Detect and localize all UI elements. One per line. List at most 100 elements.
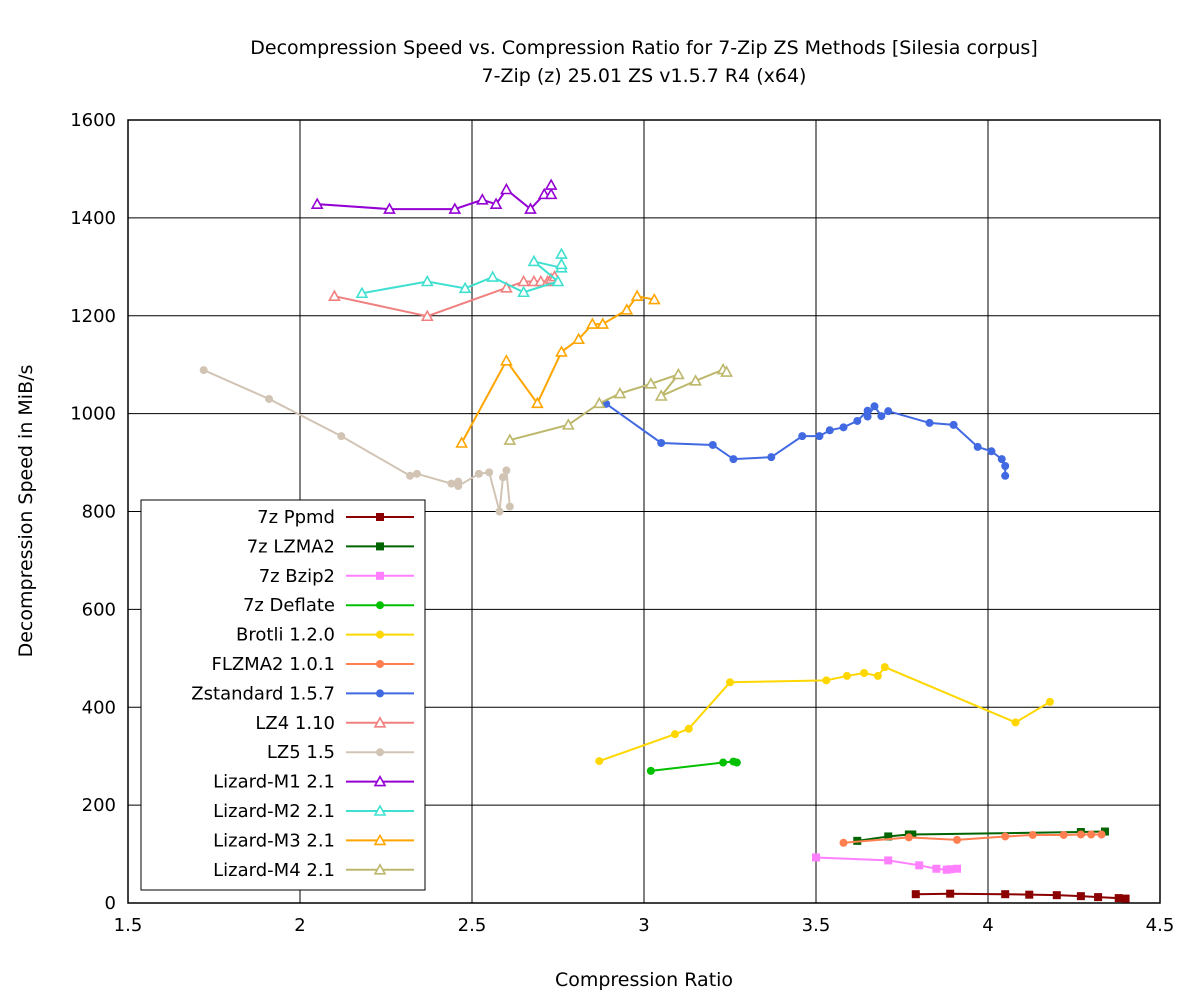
data-point <box>915 861 924 870</box>
data-point <box>544 178 558 190</box>
data-point <box>873 671 882 680</box>
data-point <box>997 455 1006 464</box>
x-tick-label: 3.5 <box>802 915 831 936</box>
data-point <box>657 438 666 447</box>
data-point <box>646 766 655 775</box>
data-point <box>475 193 489 205</box>
data-point <box>489 197 503 209</box>
legend-marker <box>376 748 384 757</box>
y-tick-label: 0 <box>105 893 116 914</box>
data-point <box>1001 471 1010 480</box>
x-tick-label: 2.5 <box>458 915 487 936</box>
data-point <box>1001 832 1010 841</box>
data-point <box>822 676 831 685</box>
legend-marker <box>376 660 384 668</box>
legend-entry: Lizard-M2 2.1 <box>213 801 414 822</box>
series-line <box>509 368 728 442</box>
data-point <box>458 281 472 294</box>
data-point <box>654 389 668 401</box>
y-tick-label: 800 <box>82 502 116 523</box>
data-point <box>265 394 274 403</box>
series-7z-deflate <box>646 757 741 775</box>
x-tick-label: 3 <box>638 915 649 936</box>
x-tick-label: 2 <box>294 915 305 936</box>
data-point <box>1025 890 1034 899</box>
data-point <box>455 436 469 448</box>
data-point <box>1059 830 1068 839</box>
series-7z-bzip2 <box>812 853 962 874</box>
data-point <box>1001 461 1010 470</box>
legend: 7z Ppmd 7z LZMA2 7z Bzip2 7z Deflate Brotli … <box>140 499 426 891</box>
legend-label: Lizard-M4 2.1 <box>213 860 335 881</box>
data-point <box>555 345 568 357</box>
data-point <box>406 471 415 480</box>
x-tick-label: 4.5 <box>1146 915 1175 936</box>
legend-marker <box>373 863 387 875</box>
legend-marker <box>376 689 384 698</box>
plot-border <box>127 119 1161 904</box>
series-lizard-m3-2-1 <box>455 289 661 448</box>
data-point <box>586 317 599 329</box>
data-point <box>448 202 462 214</box>
data-point <box>720 365 733 377</box>
series-flzma2-1-0-1 <box>839 830 1106 847</box>
data-point <box>684 724 693 733</box>
data-point <box>544 187 558 200</box>
data-point <box>551 274 565 287</box>
x-tick-label: 4 <box>982 915 993 936</box>
series-brotli-1-2-0 <box>595 663 1054 766</box>
data-point <box>596 317 610 329</box>
data-point <box>337 432 346 441</box>
data-point <box>502 466 511 475</box>
legend-entry: FLZMA2 1.0.1 <box>211 654 414 675</box>
legend-entry: Lizard-M4 2.1 <box>213 860 414 881</box>
data-point <box>726 678 734 687</box>
data-point <box>517 285 530 298</box>
data-point <box>987 447 996 456</box>
y-tick-label: 200 <box>82 795 116 816</box>
data-point <box>908 830 917 839</box>
data-point <box>647 292 661 305</box>
data-point <box>498 473 507 482</box>
data-point <box>1028 830 1037 839</box>
series-7z-lzma2 <box>853 827 1109 845</box>
y-tick-label: 1600 <box>70 110 116 131</box>
data-point <box>524 202 537 214</box>
data-point <box>973 442 982 451</box>
data-point <box>420 274 434 287</box>
data-point <box>555 247 568 259</box>
data-point <box>527 254 541 267</box>
legend-entry: 7z Bzip2 <box>259 566 414 587</box>
data-point <box>486 270 499 282</box>
data-point <box>199 366 208 375</box>
data-point <box>911 890 920 899</box>
legend-entry: 7z LZMA2 <box>247 536 414 557</box>
x-tick-label: 1.5 <box>114 915 143 936</box>
legend-label: LZ4 1.10 <box>255 713 335 734</box>
legend-marker <box>376 601 384 610</box>
legend-entry: 7z Ppmd <box>257 507 414 528</box>
legend-label: 7z Bzip2 <box>259 566 335 587</box>
legend-entry: Lizard-M1 2.1 <box>213 772 414 793</box>
data-point <box>1114 894 1123 903</box>
data-point <box>328 289 341 301</box>
data-point <box>946 889 955 898</box>
legend-label: 7z Deflate <box>243 595 335 616</box>
data-point <box>870 402 879 411</box>
data-point <box>1052 891 1061 900</box>
legend-entry: Brotli 1.2.0 <box>236 625 414 646</box>
chart-title: Decompression Speed vs. Compression Rati… <box>250 37 1038 59</box>
legend-label: Lizard-M2 2.1 <box>213 801 335 822</box>
y-axis-label: Decompression Speed in MiB/s <box>15 365 37 658</box>
data-point <box>474 469 483 478</box>
series-7z-ppmd <box>911 889 1130 903</box>
data-point <box>1076 892 1085 901</box>
data-point <box>798 432 807 441</box>
data-point <box>592 396 606 409</box>
data-point <box>842 671 851 680</box>
data-point <box>670 730 679 739</box>
legend-label: Lizard-M3 2.1 <box>213 830 335 851</box>
data-point <box>884 832 893 841</box>
data-point <box>1100 827 1109 836</box>
